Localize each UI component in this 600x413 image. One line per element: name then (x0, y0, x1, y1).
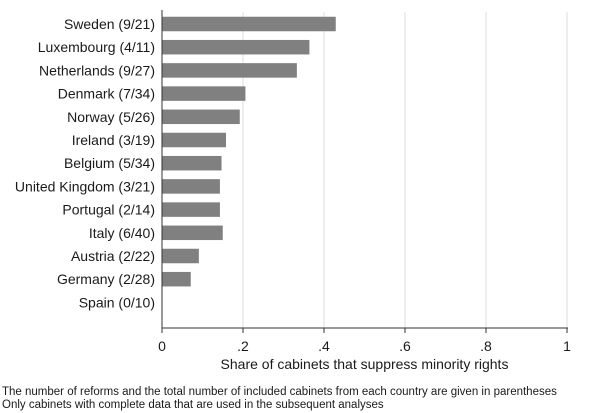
x-tick-label: .4 (318, 338, 330, 354)
bar (162, 109, 240, 125)
x-tick-label: .2 (237, 338, 249, 354)
category-label: Belgium (5/34) (64, 155, 155, 171)
category-label: Ireland (3/19) (72, 132, 155, 148)
bar (162, 132, 226, 148)
bar (162, 225, 223, 241)
bar (162, 202, 220, 217)
bar (162, 16, 336, 32)
bar (162, 39, 310, 55)
bar (162, 248, 199, 264)
x-tick-label: .6 (399, 338, 411, 354)
x-tick-label: 0 (158, 338, 166, 354)
x-tick-label: .8 (480, 338, 492, 354)
category-label: Italy (6/40) (89, 225, 155, 241)
category-label: Sweden (9/21) (64, 16, 155, 32)
bar (162, 271, 191, 287)
category-label: United Kingdom (3/21) (15, 178, 155, 194)
x-tick-label: 1 (563, 338, 571, 354)
category-label: Luxembourg (4/11) (38, 39, 155, 55)
bar-chart: Sweden (9/21) Luxembourg (4/11) Netherland… (15, 10, 571, 372)
category-label: Denmark (7/34) (58, 86, 155, 102)
footnote-parentheses: The number of reforms and the total numb… (2, 386, 557, 398)
bar (162, 179, 220, 194)
bar (162, 155, 222, 171)
bar (162, 63, 297, 78)
category-label: Germany (2/28) (57, 271, 155, 287)
category-label: Austria (2/22) (71, 248, 155, 264)
category-label: Norway (5/26) (67, 109, 155, 125)
footnote-cabinets: Only cabinets with complete data that ar… (2, 399, 384, 411)
bar (162, 86, 246, 101)
category-label: Netherlands (9/27) (39, 62, 155, 78)
category-label: Spain (0/10) (79, 294, 155, 310)
category-label: Portugal (2/14) (62, 202, 155, 218)
x-axis-title: Share of cabinets that suppress minority… (221, 356, 509, 372)
